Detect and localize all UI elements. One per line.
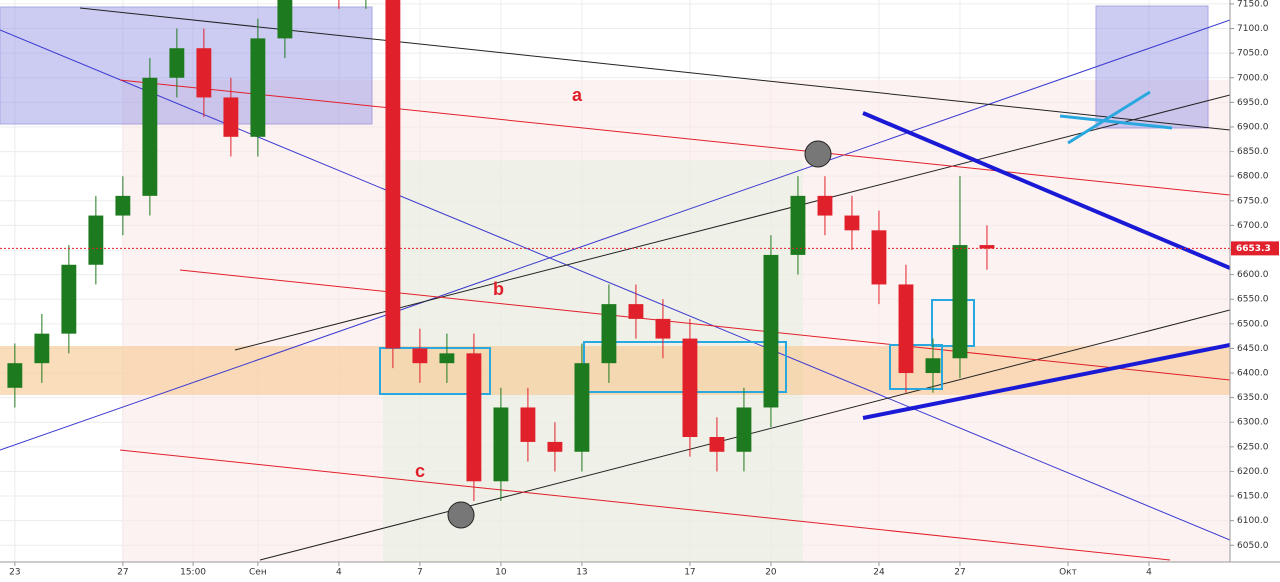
annotation: c bbox=[415, 461, 425, 481]
y-tick-label: 6700.0 bbox=[1237, 221, 1269, 231]
candle-body bbox=[196, 48, 212, 98]
candle-body bbox=[88, 215, 104, 265]
y-tick-label: 6250.0 bbox=[1237, 442, 1269, 452]
y-tick-label: 6450.0 bbox=[1237, 344, 1269, 354]
y-tick-label: 7000.0 bbox=[1237, 73, 1269, 83]
x-tick-label: 10 bbox=[495, 568, 507, 578]
candle-body bbox=[763, 254, 779, 408]
candle-body bbox=[520, 407, 536, 442]
trend-line bbox=[0, 19, 1230, 451]
x-tick-label: 27 bbox=[954, 568, 965, 578]
candle-body bbox=[790, 195, 806, 255]
x-tick-label: 24 bbox=[873, 568, 885, 578]
trend-line bbox=[0, 29, 1230, 541]
marker-line bbox=[1059, 114, 1173, 130]
trend-line bbox=[119, 449, 1171, 561]
range-box bbox=[0, 6, 373, 125]
y-tick-label: 6550.0 bbox=[1237, 295, 1269, 305]
y-tick-label: 7150.0 bbox=[1237, 0, 1269, 9]
candle-body bbox=[142, 77, 158, 196]
candle-body bbox=[385, 0, 401, 349]
y-tick-label: 6800.0 bbox=[1237, 172, 1269, 182]
candle-body bbox=[115, 195, 131, 216]
y-tick-label: 6050.0 bbox=[1237, 541, 1269, 551]
y-tick-label: 6350.0 bbox=[1237, 393, 1269, 403]
candle-body bbox=[871, 230, 887, 285]
marker-line bbox=[1067, 90, 1151, 145]
y-tick-label: 6950.0 bbox=[1237, 98, 1269, 108]
candle-body bbox=[655, 318, 671, 339]
candle-body bbox=[7, 363, 23, 388]
axes: 6050.0 6100.0 6150.0 6200.0 6250.0 6300.0 6350… bbox=[9, 0, 1279, 578]
candle-body bbox=[979, 245, 995, 249]
x-tick-label: 13 bbox=[576, 568, 587, 578]
pivot-marker bbox=[447, 501, 475, 529]
highlight-box bbox=[379, 347, 491, 395]
candle-body bbox=[34, 333, 50, 364]
y-tick-label: 6750.0 bbox=[1237, 196, 1269, 206]
annotation: b bbox=[493, 279, 504, 299]
x-tick-label: 4 bbox=[1146, 568, 1152, 578]
y-tick-label: 6100.0 bbox=[1237, 516, 1269, 526]
candle-body bbox=[547, 441, 563, 452]
trend-line bbox=[862, 111, 1230, 270]
x-tick-label: 23 bbox=[9, 568, 20, 578]
range-box bbox=[1095, 5, 1209, 129]
y-tick-label: 6600.0 bbox=[1237, 270, 1269, 280]
candle-body bbox=[61, 264, 77, 334]
y-tick-label: 7050.0 bbox=[1237, 49, 1269, 59]
candle-body bbox=[844, 215, 860, 231]
annotation: a bbox=[572, 85, 583, 105]
candle-body bbox=[439, 353, 455, 364]
drawings bbox=[0, 5, 1230, 562]
last-price-box bbox=[1231, 241, 1279, 256]
highlight-box bbox=[889, 344, 943, 390]
y-tick-label: 6300.0 bbox=[1237, 418, 1269, 428]
candle-body bbox=[628, 304, 644, 319]
x-tick-label: Сен bbox=[249, 568, 267, 578]
y-tick-label: 6150.0 bbox=[1237, 492, 1269, 502]
candle-body bbox=[574, 363, 590, 452]
candle-body bbox=[493, 407, 509, 482]
x-tick-label: 20 bbox=[765, 568, 777, 578]
trend-line bbox=[179, 269, 1230, 381]
x-tick-label: Окт bbox=[1059, 568, 1077, 578]
candle-body bbox=[412, 348, 428, 364]
x-tick-label: 27 bbox=[117, 568, 128, 578]
candle-body bbox=[601, 304, 617, 364]
candle-body bbox=[466, 353, 482, 482]
candle-body bbox=[736, 407, 752, 452]
candle-body bbox=[250, 38, 266, 137]
last-price-label: 6653.3 bbox=[1236, 244, 1271, 254]
y-tick-label: 6400.0 bbox=[1237, 369, 1269, 379]
y-tick-label: 7100.0 bbox=[1237, 24, 1269, 34]
trend-line bbox=[862, 343, 1230, 420]
candle-body bbox=[817, 195, 833, 216]
candle-body bbox=[952, 245, 968, 359]
y-tick-label: 6850.0 bbox=[1237, 147, 1269, 157]
candle-body bbox=[898, 284, 914, 374]
candles bbox=[0, 0, 1230, 501]
y-tick-label: 6200.0 bbox=[1237, 467, 1269, 477]
trend-line bbox=[119, 79, 1230, 196]
candle-body bbox=[169, 48, 185, 78]
y-tick-label: 6900.0 bbox=[1237, 122, 1269, 132]
candle-body bbox=[682, 338, 698, 438]
candle-body bbox=[925, 358, 941, 374]
x-tick-label: 17 bbox=[684, 568, 695, 578]
candle-body bbox=[709, 437, 725, 452]
trend-line bbox=[79, 7, 1230, 131]
candle-body bbox=[277, 0, 293, 39]
y-tick-label: 6500.0 bbox=[1237, 319, 1269, 329]
candle-body bbox=[223, 97, 239, 137]
x-tick-label: 7 bbox=[417, 568, 423, 578]
x-tick-label: 4 bbox=[336, 568, 342, 578]
trend-line bbox=[234, 94, 1230, 351]
pivot-marker bbox=[804, 140, 832, 168]
x-tick-label: 15:00 bbox=[180, 568, 206, 578]
